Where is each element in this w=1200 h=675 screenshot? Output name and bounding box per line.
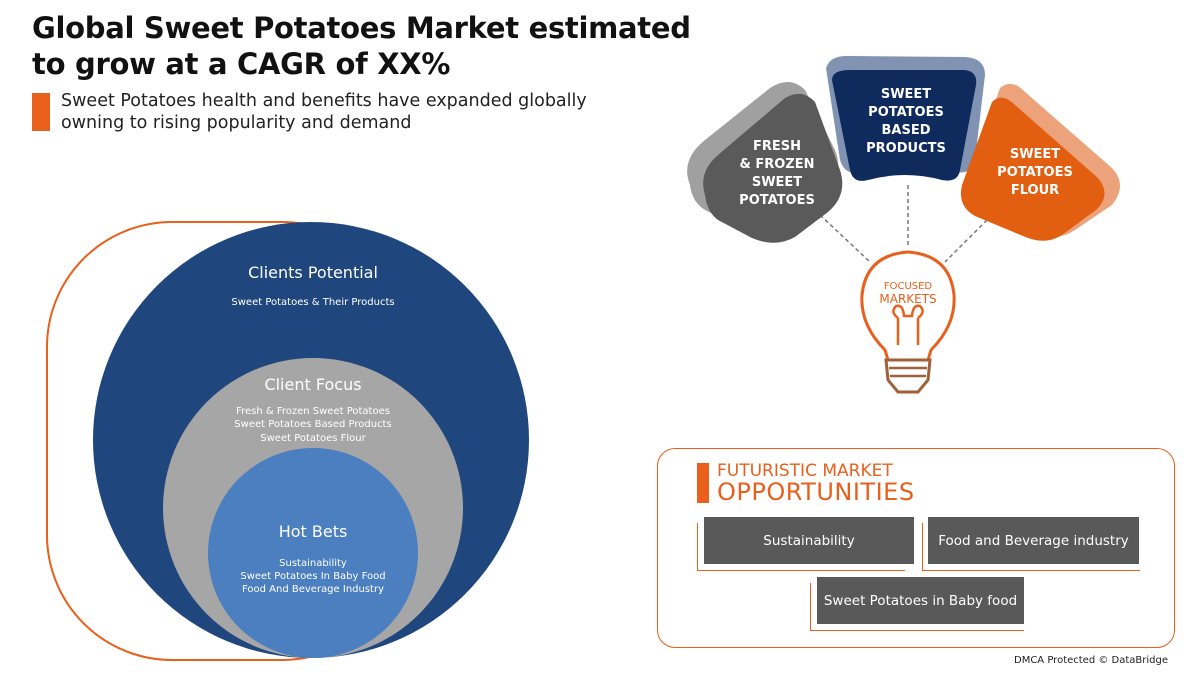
petal-fresh-frozen xyxy=(703,93,843,243)
title-line: to grow at a CAGR of XX% xyxy=(32,47,451,81)
circle-item: Food And Beverage Industry xyxy=(242,584,384,595)
opportunity-card: Sweet Potatoes in Baby food xyxy=(817,577,1024,624)
opportunities-heading: FUTURISTIC MARKET xyxy=(717,461,893,481)
lightbulb-icon xyxy=(860,250,956,394)
bulb-label: FOCUSED xyxy=(884,281,933,292)
connector-line xyxy=(944,214,993,263)
title-line: Global Sweet Potatoes Market estimated xyxy=(32,11,691,45)
circle-title: Clients Potential xyxy=(248,263,378,282)
circle-item: Sweet Potatoes Based Products xyxy=(234,419,391,430)
page-title: Global Sweet Potatoes Market estimated t… xyxy=(32,10,691,82)
opportunities-heading: OPPORTUNITIES xyxy=(717,478,915,506)
card-frame xyxy=(922,523,1140,571)
opportunity-card: Sustainability xyxy=(704,517,914,564)
petal-based-products xyxy=(832,70,977,181)
petal-label: & FROZEN xyxy=(740,157,815,172)
circle-item: Sweet Potatoes Flour xyxy=(260,433,366,444)
circle-item: Sustainability xyxy=(279,558,347,569)
connector-line xyxy=(819,214,871,263)
petal-label: POTATOES xyxy=(739,193,815,208)
petal-label: POTATOES xyxy=(868,105,944,120)
petal-label: PRODUCTS xyxy=(866,141,946,156)
subtitle-line: Sweet Potatoes health and benefits have … xyxy=(61,91,587,111)
petal-label: FRESH xyxy=(753,139,801,154)
petal-label: BASED xyxy=(881,123,930,138)
bulb-label: MARKETS xyxy=(879,292,936,306)
petal-label: SWEET xyxy=(881,87,931,102)
card-frame xyxy=(810,583,1024,631)
opportunities-panel xyxy=(657,448,1175,648)
circle-hot-bets xyxy=(208,448,418,658)
copyright-footer: DMCA Protected © DataBridge xyxy=(1014,655,1169,666)
circle-item: Sweet Potatoes In Baby Food xyxy=(240,571,385,582)
petal-flour xyxy=(960,97,1105,241)
circle-item: Sweet Potatoes & Their Products xyxy=(231,297,394,308)
petal-label: FLOUR xyxy=(1011,183,1059,198)
circle-item: Fresh & Frozen Sweet Potatoes xyxy=(236,406,390,417)
petal-label: SWEET xyxy=(1010,147,1060,162)
subtitle-accent-bar xyxy=(32,93,50,131)
petal-label: SWEET xyxy=(752,175,802,190)
opportunity-card: Food and Beverage industry xyxy=(928,517,1139,564)
card-frame xyxy=(697,523,905,571)
opportunities-accent-bar xyxy=(697,463,709,503)
subtitle-line: owning to rising popularity and demand xyxy=(61,113,412,133)
petal-label: POTATOES xyxy=(997,165,1073,180)
circle-title: Hot Bets xyxy=(279,522,348,541)
circle-title: Client Focus xyxy=(264,375,361,394)
subtitle: Sweet Potatoes health and benefits have … xyxy=(61,90,587,134)
